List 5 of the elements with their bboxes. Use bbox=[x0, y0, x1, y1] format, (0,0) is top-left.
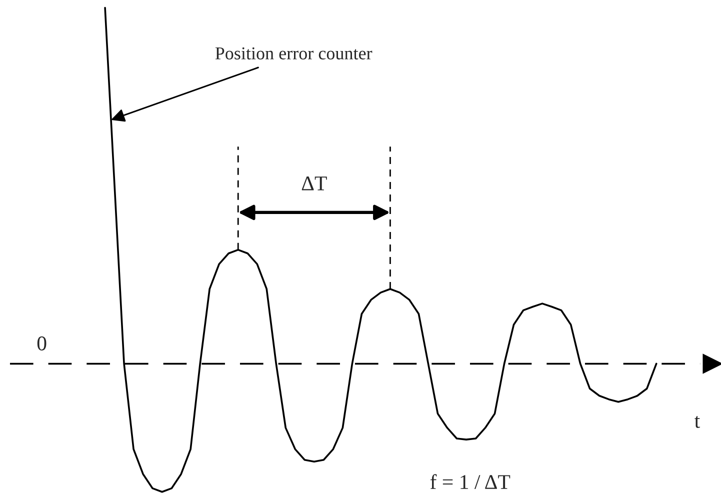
text: 0 bbox=[37, 336, 46, 350]
annotation: ΔT bbox=[302, 176, 327, 190]
annotation: Position error counter bbox=[215, 47, 372, 60]
x-axis-title: t bbox=[694, 416, 700, 428]
annotation: f = 1 / ΔT bbox=[430, 474, 510, 490]
